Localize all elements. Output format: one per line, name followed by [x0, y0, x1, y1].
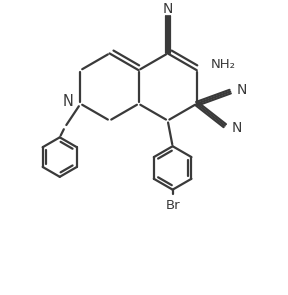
Text: Br: Br — [165, 199, 180, 212]
Text: N: N — [162, 2, 173, 16]
Text: N: N — [237, 83, 247, 97]
Text: N: N — [232, 121, 242, 135]
Text: NH₂: NH₂ — [211, 58, 236, 71]
Text: N: N — [63, 94, 73, 109]
